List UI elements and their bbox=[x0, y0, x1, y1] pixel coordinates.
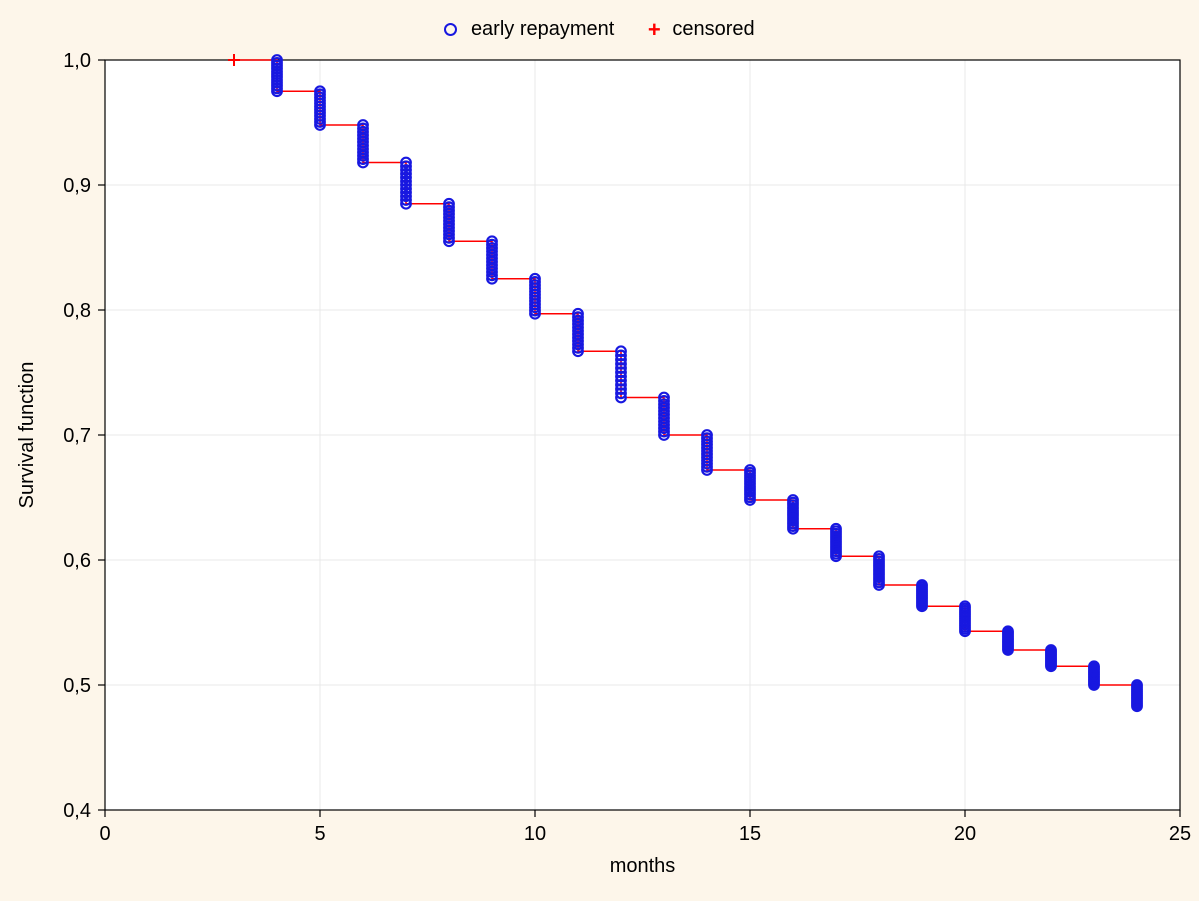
svg-text:1,0: 1,0 bbox=[63, 50, 91, 72]
legend-item-events: early repayment bbox=[444, 18, 614, 41]
svg-text:Survival function: Survival function bbox=[16, 362, 38, 509]
survival-chart: early repayment + censored 0 5 10 15 20 25 0,4… bbox=[0, 0, 1199, 901]
svg-text:15: 15 bbox=[739, 823, 761, 845]
legend-label: censored bbox=[672, 18, 754, 40]
svg-text:0,5: 0,5 bbox=[63, 675, 91, 697]
svg-text:20: 20 bbox=[954, 823, 976, 845]
legend-label: early repayment bbox=[471, 18, 614, 40]
svg-text:0,8: 0,8 bbox=[63, 300, 91, 322]
svg-text:5: 5 bbox=[314, 823, 325, 845]
svg-text:months: months bbox=[610, 855, 676, 877]
svg-text:0,6: 0,6 bbox=[63, 550, 91, 572]
svg-text:0: 0 bbox=[99, 823, 110, 845]
circle-marker-icon bbox=[444, 23, 457, 36]
svg-text:0,4: 0,4 bbox=[63, 800, 91, 822]
svg-text:10: 10 bbox=[524, 823, 546, 845]
svg-text:0,7: 0,7 bbox=[63, 425, 91, 447]
legend: early repayment + censored bbox=[0, 18, 1199, 41]
svg-text:0,9: 0,9 bbox=[63, 175, 91, 197]
chart-svg: 0 5 10 15 20 25 0,4 0,5 0,6 0,7 0,8 0,9 1,0 months Sur… bbox=[0, 0, 1199, 901]
legend-item-censored: + censored bbox=[648, 18, 755, 41]
svg-text:25: 25 bbox=[1169, 823, 1191, 845]
